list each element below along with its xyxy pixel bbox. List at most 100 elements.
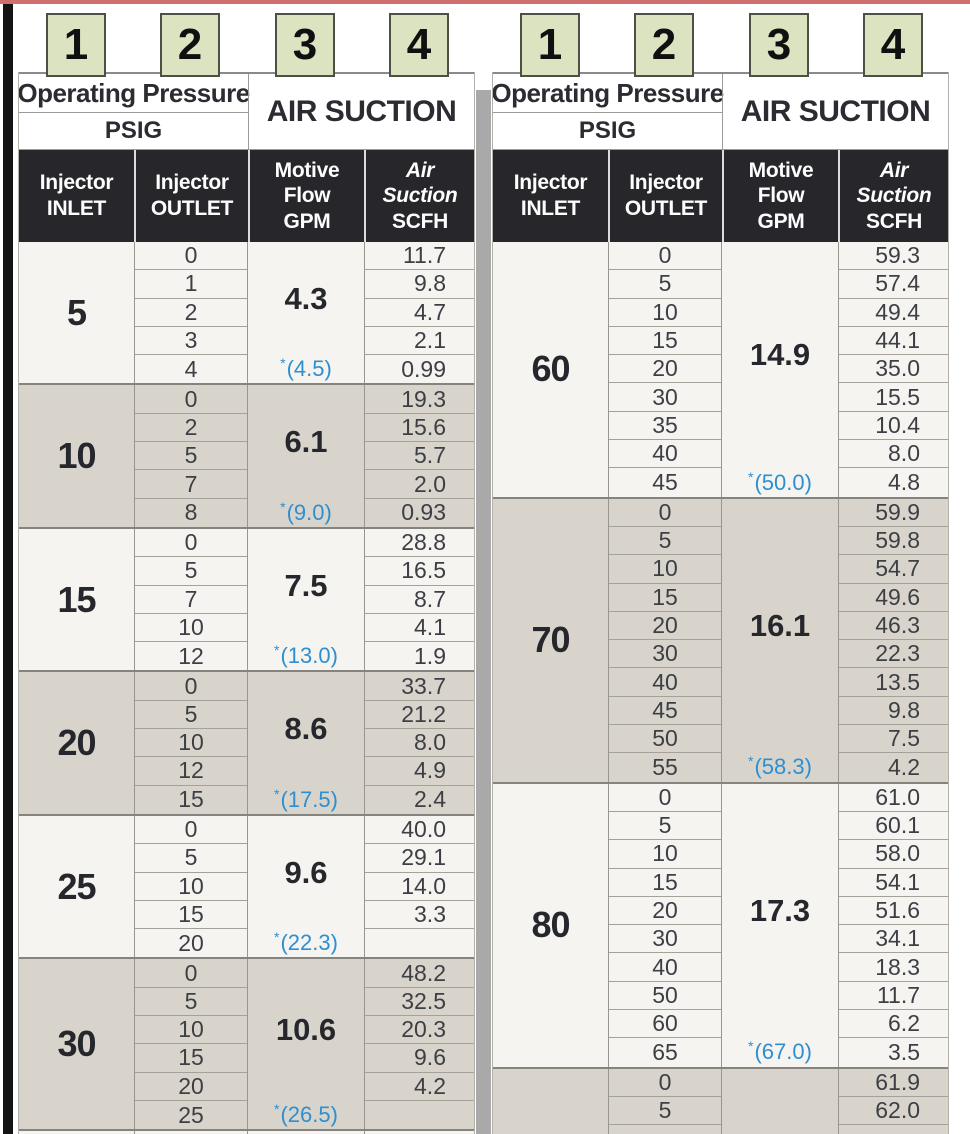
inlet-pressure-value: 10 — [57, 435, 96, 477]
motive-max-value: (17.5) — [280, 786, 338, 812]
inlet-cell: 5 — [19, 242, 134, 383]
table-right: Operating Pressure PSIG AIR SUCTION Inje… — [492, 72, 949, 1134]
outlet-cell: 30 — [609, 640, 721, 669]
outlet-cell: 7 — [135, 586, 247, 614]
scfh-column: 59.3 57.4 49.4 44.1 35.0 15.5 10.4 8.0 4.8 — [838, 242, 948, 497]
motive-max-note: * (50.0) — [722, 468, 838, 496]
table-left: Operating Pressure PSIG AIR SUCTION Inje… — [18, 72, 475, 1134]
col-header-motive-flow-gpm: Motive Flow GPM — [722, 150, 838, 242]
scfh-column — [364, 1131, 474, 1134]
col-header-air-suction-scfh: Air Suction SCFH — [838, 150, 948, 242]
scfh-cell: 0.93 — [401, 499, 446, 526]
outlet-cell: 60 — [609, 1010, 721, 1039]
outlet-cell: 15 — [609, 327, 721, 356]
top-border-line — [0, 0, 970, 4]
scfh-cell: 28.8 — [365, 529, 474, 558]
asterisk-marker: * — [274, 642, 280, 659]
outlet-cell: 10 — [135, 729, 247, 758]
motive-flow-value: 17.3 — [749, 892, 811, 928]
asterisk-marker: * — [280, 355, 286, 372]
scfh-cell: 29.1 — [365, 844, 474, 873]
motive-max-note: * (4.5) — [248, 355, 364, 383]
col-header-line: Injector — [629, 171, 703, 195]
scfh-cell: 11.7 — [365, 242, 474, 271]
scfh-cell: 32.5 — [365, 988, 474, 1017]
outlet-cell: 15 — [135, 1044, 247, 1073]
outlet-cell: 2 — [135, 414, 247, 443]
outlet-cell: 55 — [652, 753, 678, 780]
scfh-cell: 9.8 — [365, 270, 474, 299]
scfh-cell — [365, 929, 474, 957]
scfh-cell: 60.1 — [839, 812, 948, 841]
outlet-cell: 2 — [135, 299, 247, 327]
outlet-column: 0 5 10 12 15 — [134, 672, 248, 814]
outlet-cell: 15 — [178, 786, 204, 813]
motive-max-note — [722, 1125, 838, 1134]
motive-max-note: * (17.5) — [248, 786, 364, 814]
motive-max-value: (9.0) — [286, 499, 332, 525]
motive-flow-value: 16.1 — [749, 608, 811, 643]
header-air-suction: AIR SUCTION — [248, 74, 474, 149]
scfh-cell: 58.0 — [839, 840, 948, 869]
motive-flow-value: 14.9 — [749, 337, 811, 373]
outlet-cell: 0 — [135, 529, 247, 558]
col-header-line: Air — [879, 158, 909, 182]
col-header-injector-outlet: Injector OUTLET — [134, 150, 248, 242]
scfh-cell: 18.3 — [839, 953, 948, 982]
outlet-cell: 5 — [135, 701, 247, 730]
operating-pressure-group: Operating Pressure PSIG — [493, 74, 724, 149]
outlet-cell: 5 — [609, 812, 721, 841]
col-header-line: INLET — [520, 197, 581, 220]
scfh-column: 11.7 9.8 4.7 2.1 0.99 — [364, 242, 474, 384]
scfh-cell: 46.3 — [839, 612, 948, 641]
motive-max-note: * (22.3) — [248, 929, 364, 957]
motive-max-value: (22.3) — [280, 930, 338, 956]
motive-flow-value: 10.6 — [275, 1012, 337, 1048]
column-badge-4-right: 4 — [863, 13, 923, 77]
outlet-column: 0 5 10 15 20 30 40 50 60 65 — [608, 783, 722, 1067]
outlet-cell: 40 — [609, 440, 721, 469]
motive-flow-cell: 8.6 * (17.5) — [248, 672, 364, 813]
scfh-cell: 8.0 — [365, 729, 474, 758]
motive-flow-cell: 14.9 * (50.0) — [722, 242, 838, 497]
scfh-cell: 61.0 — [839, 784, 948, 812]
outlet-cell: 0 — [609, 499, 721, 527]
motive-flow-value: 8.6 — [284, 711, 328, 747]
scfh-cell: 11.7 — [839, 982, 948, 1011]
motive-flow-cell: 7.5 * (13.0) — [248, 529, 364, 670]
motive-max-value: (4.5) — [286, 356, 332, 382]
motive-max-note: * (9.0) — [248, 499, 364, 527]
col-header-line: INLET — [46, 197, 107, 220]
outlet-cell: 0 — [135, 672, 247, 701]
scfh-cell — [365, 1101, 474, 1129]
table-body: 60 0 5 10 15 20 30 35 40 45 14.9 * (50.0) 59.3 57.4 49.… — [493, 242, 948, 1134]
inlet-pressure-value: 80 — [531, 904, 570, 946]
scfh-cell: 7.5 — [839, 725, 948, 754]
col-header-air-suction-scfh: Air Suction SCFH — [364, 150, 474, 242]
inlet-pressure-value: 15 — [57, 578, 96, 620]
scfh-cell: 15.5 — [839, 383, 948, 412]
scfh-column: 40.0 29.1 14.0 3.3 — [364, 815, 474, 958]
outlet-cell: 0 — [135, 385, 247, 414]
outlet-cell: 5 — [135, 844, 247, 873]
inlet-cell: 25 — [19, 816, 134, 957]
scfh-cell: 4.2 — [365, 1073, 474, 1101]
asterisk-marker: * — [748, 1038, 754, 1055]
col-header-line: Motive — [748, 158, 814, 182]
scfh-cell: 10.4 — [839, 412, 948, 441]
outlet-cell: 0 — [135, 816, 247, 845]
pressure-block: 30 0 5 10 15 20 25 10.6 * (26.5) 48.2 32.5 20.3 9.6 4.… — [19, 957, 474, 1130]
outlet-cell: 4 — [184, 355, 198, 382]
outlet-cell: 5 — [609, 270, 721, 299]
scfh-cell: 57.4 — [839, 270, 948, 299]
col-header-line: Injector — [39, 171, 114, 195]
outlet-cell: 50 — [609, 982, 721, 1011]
scfh-cell — [839, 1125, 948, 1134]
outlet-column: 0 5 10 15 20 30 40 45 50 55 — [608, 498, 722, 782]
header-psig: PSIG — [104, 117, 163, 144]
scfh-cell: 59.3 — [839, 242, 948, 271]
outlet-cell: 0 — [135, 959, 247, 988]
outlet-cell: 20 — [135, 1073, 247, 1101]
